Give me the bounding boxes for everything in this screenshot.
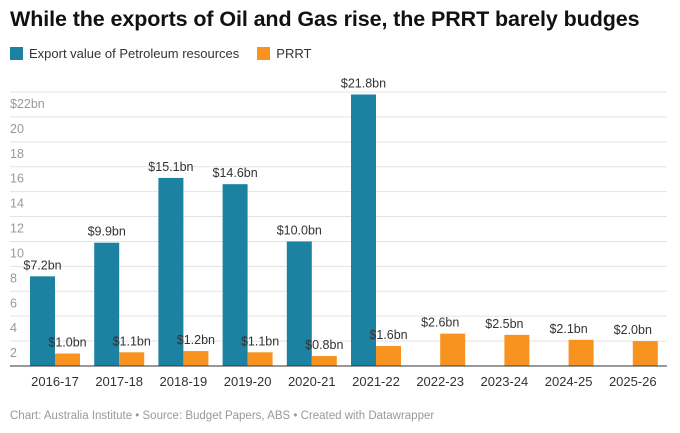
legend-label-exports: Export value of Petroleum resources (29, 46, 240, 61)
export-data-label: $10.0bn (277, 223, 322, 237)
y-tick-label: 4 (10, 321, 17, 335)
y-tick-label: 12 (10, 222, 24, 236)
prrt-data-label: $2.6bn (421, 316, 459, 330)
prrt-data-label: $0.8bn (305, 338, 343, 352)
prrt-bar (632, 341, 658, 366)
prrt-bar (376, 346, 401, 366)
prrt-bar (247, 352, 273, 366)
export-bar (94, 242, 120, 366)
y-tick-label: 20 (10, 122, 24, 136)
export-data-label: $7.2bn (23, 258, 61, 272)
y-tick-label: 8 (10, 271, 17, 285)
x-tick-label: 2017-18 (95, 374, 143, 389)
bar-chart: 2 4 6 8 10 12 14 16 18 20 $22bn $7.2bn $1.0bn 2016-17… (10, 76, 667, 389)
prrt-data-label: $2.0bn (614, 323, 652, 337)
export-bar (222, 184, 248, 366)
legend-swatch-prrt (257, 47, 271, 60)
chart-footer: Chart: Australia Institute • Source: Bud… (10, 410, 435, 422)
prrt-bar (183, 351, 209, 366)
x-tick-label: 2024-25 (545, 374, 593, 389)
x-tick-label: 2020-21 (288, 374, 336, 389)
export-data-label: $14.6bn (213, 166, 258, 180)
export-bar (30, 276, 55, 366)
prrt-data-label: $2.1bn (549, 322, 587, 336)
x-tick-label: 2022-23 (416, 374, 464, 389)
y-tick-label: 16 (10, 172, 24, 186)
export-bar (286, 241, 312, 366)
prrt-data-label: $1.1bn (113, 334, 151, 348)
export-data-label: $21.8bn (341, 76, 386, 90)
chart-title: While the exports of Oil and Gas rise, t… (10, 7, 640, 31)
y-tick-label: 14 (10, 197, 24, 211)
y-tick-label: 10 (10, 246, 24, 260)
x-tick-label: 2016-17 (31, 374, 79, 389)
prrt-bar (119, 352, 145, 366)
legend-swatch-exports (10, 47, 23, 60)
export-bar (158, 177, 184, 366)
prrt-data-label: $1.0bn (48, 336, 86, 350)
prrt-data-label: $1.1bn (241, 334, 279, 348)
y-tick-label: 2 (10, 346, 17, 360)
prrt-bar (504, 334, 530, 366)
legend-label-prrt: PRRT (276, 46, 312, 61)
x-tick-label: 2018-19 (160, 374, 208, 389)
prrt-bar (440, 333, 466, 366)
prrt-data-label: $1.2bn (177, 333, 215, 347)
y-tick-label: 18 (10, 147, 24, 161)
y-tick-label: $22bn (10, 97, 45, 111)
prrt-bar (311, 356, 337, 366)
prrt-data-label: $2.5bn (485, 317, 523, 331)
export-data-label: $15.1bn (148, 160, 193, 174)
legend-item-exports: Export value of Petroleum resources (10, 46, 239, 61)
export-bar (351, 94, 376, 366)
legend: Export value of Petroleum resources PRRT (10, 46, 329, 61)
prrt-bar (55, 353, 80, 366)
x-tick-label: 2023-24 (481, 374, 529, 389)
y-tick-label: 6 (10, 296, 17, 310)
x-tick-label: 2025-26 (609, 374, 657, 389)
export-data-label: $9.9bn (88, 225, 126, 239)
legend-item-prrt: PRRT (257, 46, 311, 61)
prrt-data-label: $1.6bn (369, 328, 407, 342)
x-tick-label: 2019-20 (224, 374, 272, 389)
x-tick-label: 2021-22 (352, 374, 400, 389)
prrt-bar (568, 339, 594, 366)
